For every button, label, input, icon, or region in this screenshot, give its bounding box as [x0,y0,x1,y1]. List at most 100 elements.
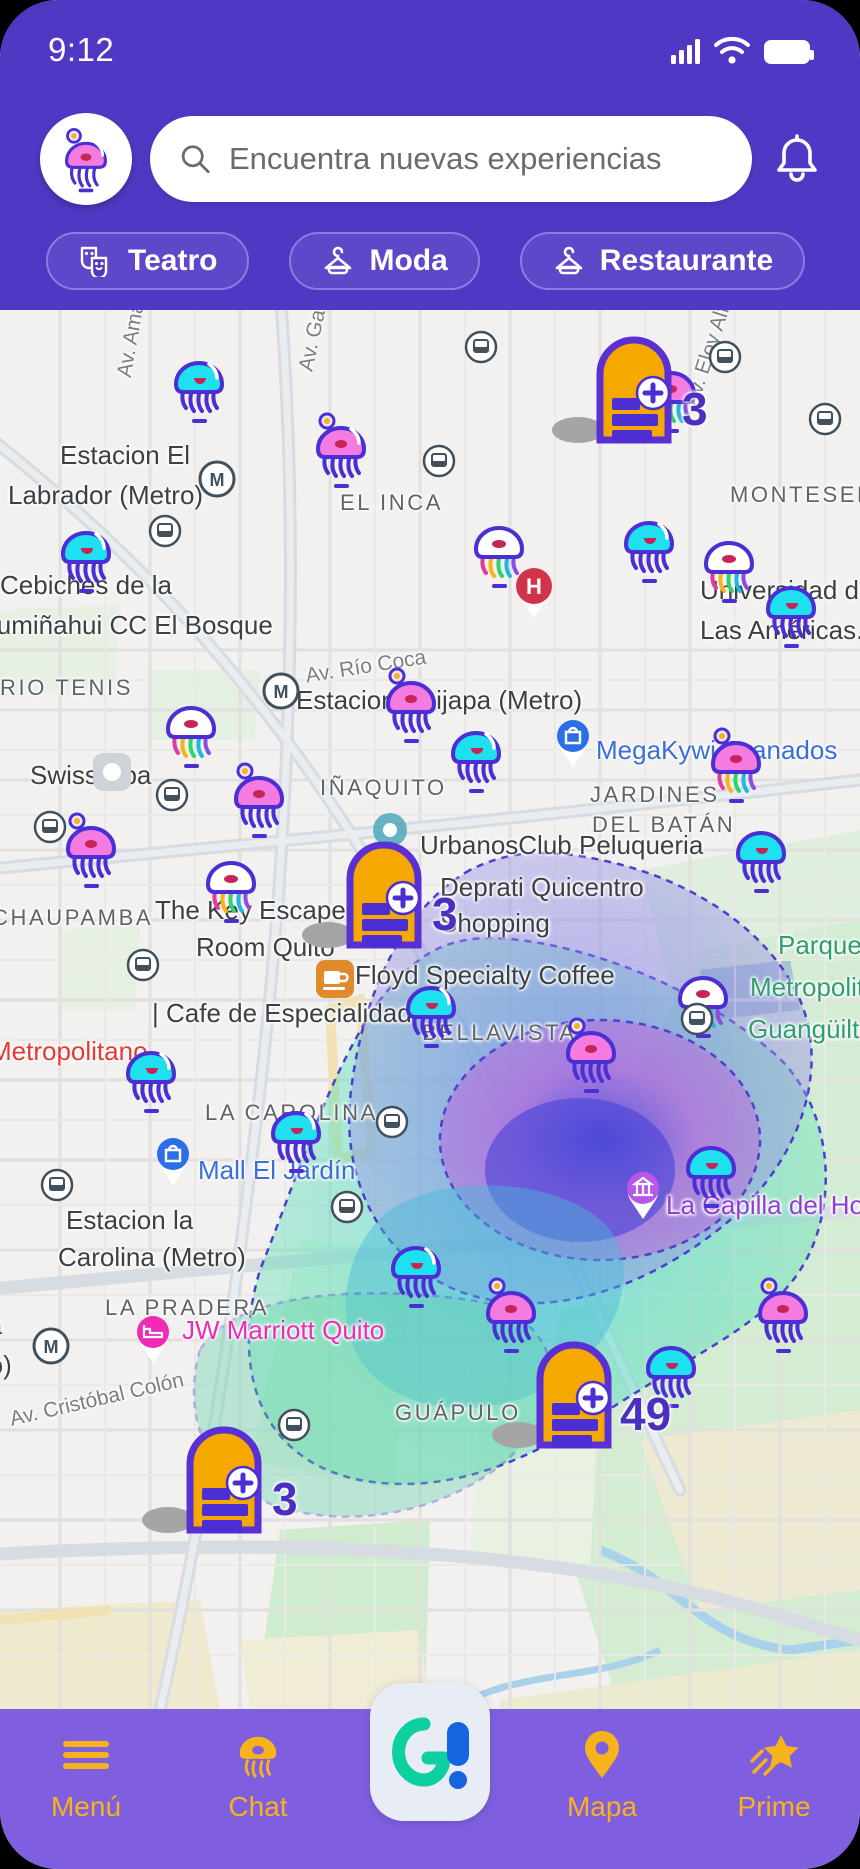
jellyfish-marker-icon[interactable] [380,660,442,746]
map-label: Metropolit. [750,972,860,1002]
shopping-bag-pin-icon[interactable] [152,1132,194,1186]
jellyfish-chat-icon [235,1727,281,1783]
nav-item-chat[interactable]: Chat [183,1727,333,1823]
jellyfish-marker-icon[interactable] [168,340,230,426]
map-area-label: LA PRADERA [105,1295,270,1320]
offer-count: 3 [272,1473,298,1525]
bus-station-icon[interactable] [155,778,189,812]
map-label: Deprati Quicentro [440,872,644,902]
bus-station-icon[interactable] [277,1408,311,1442]
salon-pin-icon[interactable] [370,810,410,850]
chip-label: Restaurante [599,244,774,277]
metro-station-icon[interactable]: M [262,672,300,710]
jellyfish-marker-icon[interactable] [705,720,767,806]
bus-station-icon[interactable] [375,1105,409,1139]
jellyfish-marker-icon[interactable] [680,1125,742,1211]
bus-station-icon[interactable] [40,1168,74,1202]
svg-text:H: H [526,574,542,599]
jellyfish-avatar-icon [65,128,107,193]
jellyfish-marker-icon[interactable] [60,805,122,891]
jellyfish-marker-icon[interactable] [730,810,792,896]
jellyfish-marker-icon[interactable] [228,755,290,841]
offer-pin[interactable]: 49 [470,1335,671,1460]
park-pin-icon[interactable] [90,750,134,794]
bus-station-icon[interactable] [680,1002,714,1036]
map-area-label: EL INCA [340,490,443,515]
jellyfish-marker-icon[interactable] [760,565,822,651]
jellyfish-marker-icon[interactable] [698,520,760,606]
jellyfish-marker-icon[interactable] [55,510,117,596]
jellyfish-marker-icon[interactable] [752,1270,814,1356]
jellyfish-marker-icon[interactable] [200,840,262,926]
notification-bell-button[interactable] [770,129,824,189]
offer-pin[interactable]: 3 [280,835,458,960]
jellyfish-marker-icon[interactable] [618,500,680,586]
signal-bars-icon [671,38,700,64]
jellyfish-marker-icon[interactable] [400,965,462,1051]
chip-moda[interactable]: Moda [289,232,480,290]
bus-station-icon[interactable] [708,340,742,374]
bus-station-icon[interactable] [330,1190,364,1224]
nav-label: Mapa [566,1791,638,1822]
jellyfish-marker-icon[interactable] [560,1010,622,1096]
jellyfish-marker-icon[interactable] [310,405,372,491]
cafe-pin-icon[interactable] [314,958,356,1000]
search-bar[interactable] [150,116,752,202]
jellyfish-marker-icon[interactable] [385,1225,447,1311]
go-button[interactable] [370,1683,490,1821]
shopping-bag-pin-icon[interactable] [552,714,594,768]
nav-label: Chat [228,1791,288,1822]
bus-station-icon[interactable] [422,444,456,478]
wifi-icon [714,36,750,64]
map-label: Mall El Jardín [198,1155,356,1185]
map-area-label: MONTESERRIN [730,482,860,507]
map-area-label: RIO TENIS [0,675,134,700]
clothes-hanger-icon [325,246,352,275]
map-label: Labrador (Metro) [8,480,204,510]
offer-count: 49 [620,1388,672,1440]
jellyfish-marker-icon[interactable] [640,1325,702,1411]
bus-station-icon[interactable] [808,402,842,436]
museum-pin-icon[interactable] [622,1166,664,1220]
jellyfish-marker-icon[interactable] [265,1090,327,1176]
map-canvas[interactable]: Estacion El Labrador (Metro) EL INCA MON… [0,310,860,1710]
bus-station-icon[interactable] [126,948,160,982]
hotel-bed-pin-icon[interactable] [132,1310,174,1364]
chip-restaurante[interactable]: Restaurante [519,232,806,290]
metro-station-icon[interactable]: M [198,460,236,498]
map-label: ro) [0,1350,12,1380]
header-top-row [0,104,860,214]
jellyfish-marker-icon[interactable] [468,505,530,591]
svg-text:M: M [44,1337,59,1357]
chip-label: Teatro [128,244,218,277]
map-area-label: GUÁPULO [395,1400,521,1425]
offer-pin[interactable]: 3 [530,330,708,455]
nav-label: Menú [50,1791,122,1822]
offer-pin[interactable]: 3 [120,1420,298,1545]
avatar[interactable] [40,113,132,205]
map-label: Estacion El [60,440,191,470]
bus-station-icon[interactable] [148,514,182,548]
clothes-hanger-icon [555,246,583,275]
hospital-pin-icon[interactable]: H [511,561,557,619]
jellyfish-marker-icon[interactable] [160,685,222,771]
map-label: | Cafe de Especialidad [152,998,412,1028]
jellyfish-marker-icon[interactable] [120,1030,182,1116]
jellyfish-marker-icon[interactable] [445,710,507,796]
search-input[interactable] [228,141,722,177]
metro-station-icon[interactable]: M [32,1327,70,1365]
nav-item-mapa[interactable]: Mapa [527,1727,677,1823]
offer-count: 3 [682,383,708,435]
chip-teatro[interactable]: Teatro [46,232,250,290]
offer-count: 3 [432,888,458,940]
bus-station-icon[interactable] [464,330,498,364]
map-label: la [0,1310,2,1341]
bus-station-icon[interactable] [33,810,67,844]
bell-icon [777,134,817,182]
jellyfish-marker-icon[interactable] [480,1270,542,1356]
map-label: Swiss Spa [30,760,152,790]
nav-item-prime[interactable]: Prime [699,1727,849,1823]
search-icon [181,145,210,174]
nav-item-menu[interactable]: Menú [11,1727,161,1823]
